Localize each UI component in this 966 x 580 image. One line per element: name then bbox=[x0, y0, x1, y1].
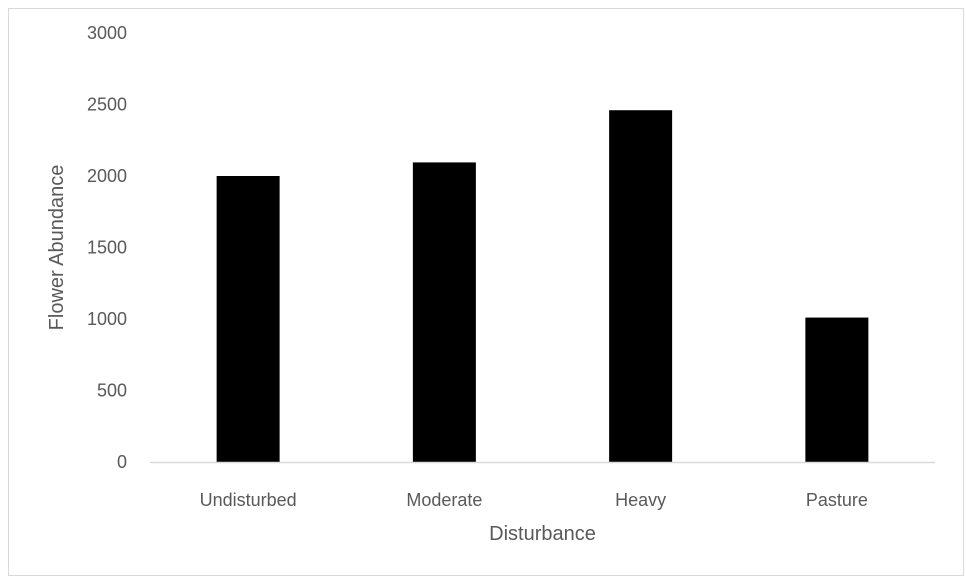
y-tick-label: 2500 bbox=[87, 95, 127, 115]
y-tick-label: 1000 bbox=[87, 309, 127, 329]
x-tick-label: Pasture bbox=[806, 490, 868, 510]
y-tick-label: 500 bbox=[97, 381, 127, 401]
x-tick-label: Undisturbed bbox=[200, 490, 297, 510]
y-tick-label: 2000 bbox=[87, 166, 127, 186]
bars bbox=[216, 110, 869, 463]
y-axis-title: Flower Abundance bbox=[46, 165, 68, 331]
bar-undisturbed bbox=[216, 176, 280, 462]
bar-heavy bbox=[609, 110, 673, 462]
bar-pasture bbox=[805, 317, 869, 462]
y-tick-label: 1500 bbox=[87, 238, 127, 258]
y-tick-label: 0 bbox=[117, 452, 127, 472]
y-tick-label: 3000 bbox=[87, 23, 127, 43]
x-axis-title: Disturbance bbox=[489, 523, 596, 545]
bar-moderate bbox=[412, 162, 476, 463]
x-tick-label: Heavy bbox=[615, 490, 666, 510]
y-axis-ticks: 0 500 1000 1500 2000 2500 3000 bbox=[87, 23, 127, 472]
chart-area bbox=[8, 8, 964, 576]
x-tick-label: Moderate bbox=[406, 490, 482, 510]
x-axis-ticks: Undisturbed Moderate Heavy Pasture bbox=[200, 490, 868, 510]
